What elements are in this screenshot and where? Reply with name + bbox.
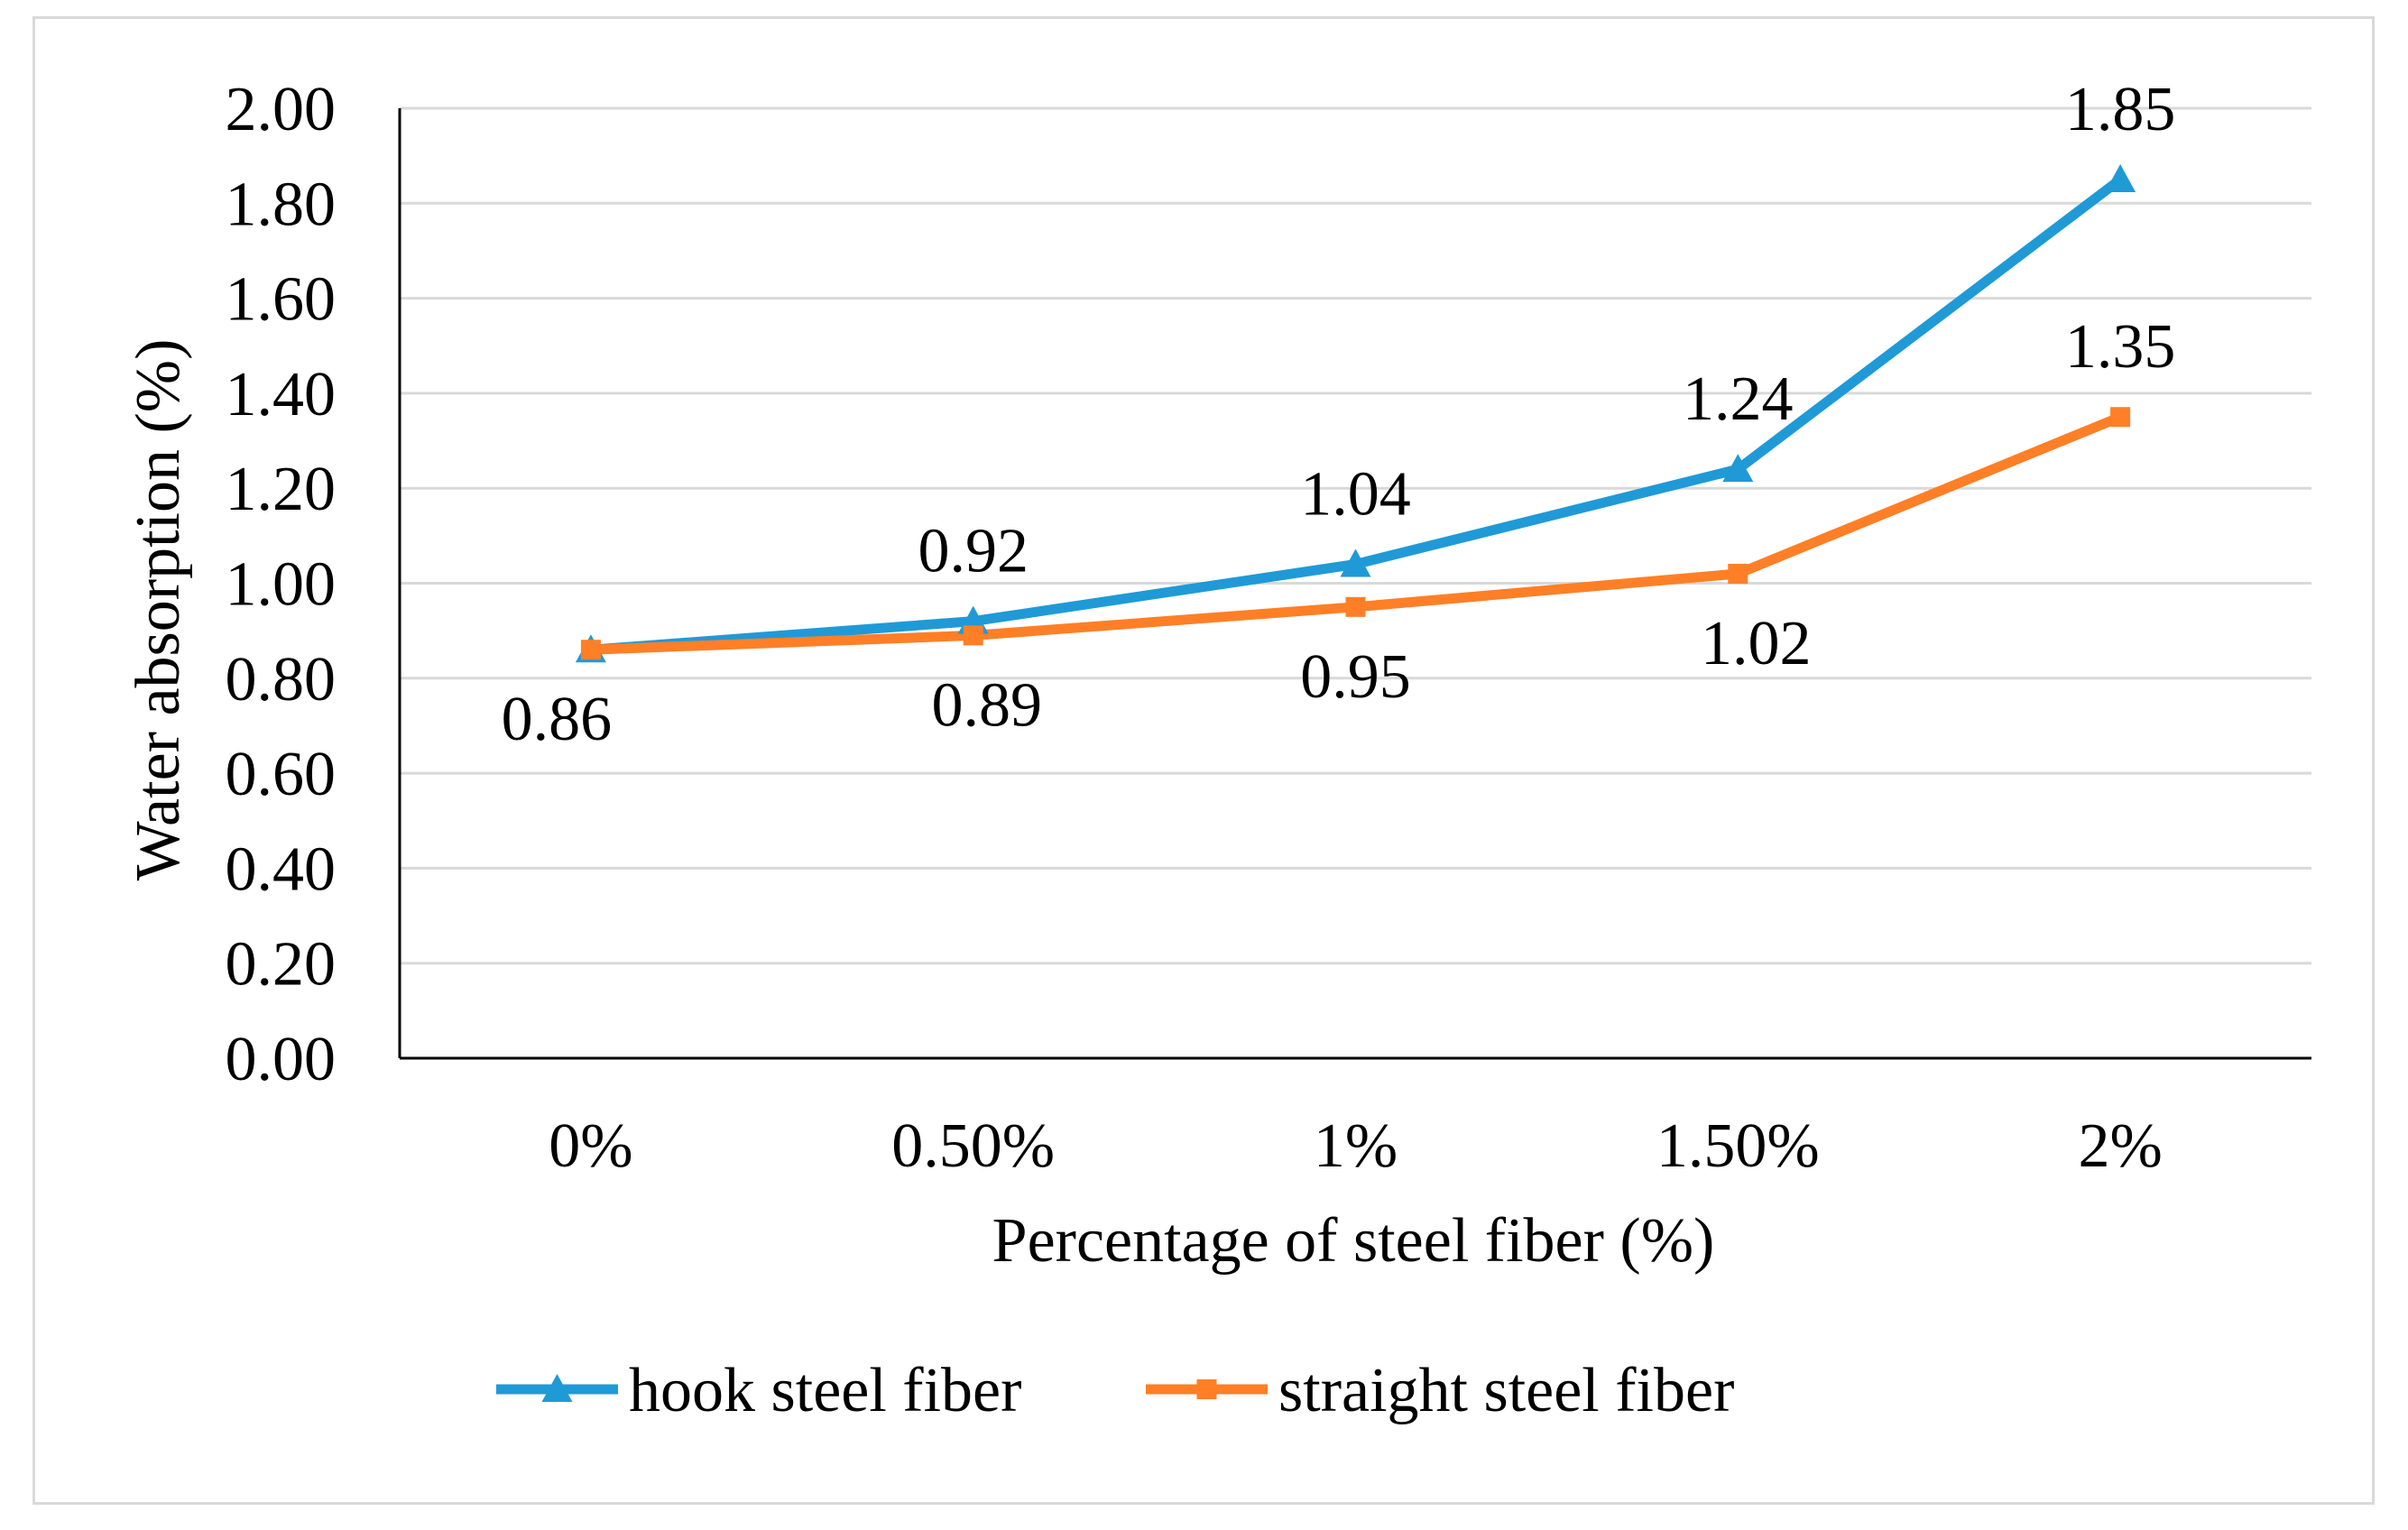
legend-marker xyxy=(541,1374,573,1402)
y-tick-label: 1.80 xyxy=(226,170,337,239)
x-tick-label: 0% xyxy=(549,1111,632,1181)
data-label: 0.92 xyxy=(918,517,1029,586)
gridlines xyxy=(400,106,2311,965)
data-labels: 0.92 1.04 1.24 1.85 0.86 0.89 0.95 1.02 1.35 xyxy=(502,75,2176,754)
data-point-marker xyxy=(963,625,983,646)
y-tick-label: 1.00 xyxy=(226,550,337,620)
y-tick-label: 0.80 xyxy=(226,645,337,714)
y-tick-label: 2.00 xyxy=(226,75,337,144)
y-tick-label: 1.60 xyxy=(226,265,337,335)
x-tick-label: 2% xyxy=(2078,1111,2162,1181)
data-label: 1.04 xyxy=(1300,459,1411,529)
y-tick-label: 0.20 xyxy=(226,930,337,1000)
y-tick-label: 0.00 xyxy=(226,1025,337,1094)
data-label: 1.02 xyxy=(1701,609,1812,678)
data-point-marker xyxy=(1340,548,1371,577)
series-layer xyxy=(575,163,2136,663)
y-tick-label: 1.20 xyxy=(226,455,337,524)
y-tick-label: 0.60 xyxy=(226,740,337,809)
data-label: 0.89 xyxy=(931,670,1042,740)
y-tick-label: 1.40 xyxy=(226,360,337,429)
data-point-marker xyxy=(2110,407,2131,428)
x-tick-label: 1.50% xyxy=(1656,1111,1820,1181)
legend-label: straight steel fiber xyxy=(1278,1356,1734,1425)
legend: hook steel fiber straight steel fiber xyxy=(496,1356,1734,1425)
data-label: 0.95 xyxy=(1300,642,1411,712)
y-axis-title: Water absorption (%) xyxy=(124,339,193,881)
data-point-marker xyxy=(1345,596,1366,617)
data-point-marker xyxy=(1722,454,1754,483)
legend-label: hook steel fiber xyxy=(629,1356,1021,1425)
legend-marker xyxy=(1196,1379,1217,1399)
y-tick-labels: 0.00 0.20 0.40 0.60 0.80 1.00 1.20 1.40 1.60 1.80… xyxy=(226,75,337,1094)
data-point-marker xyxy=(2105,163,2136,192)
data-label: 1.85 xyxy=(2065,75,2176,144)
chart-frame xyxy=(32,16,2375,1505)
data-point-marker xyxy=(1728,563,1748,584)
y-tick-label: 0.40 xyxy=(226,834,337,904)
x-tick-label: 0.50% xyxy=(891,1111,1055,1181)
data-label: 0.86 xyxy=(502,685,613,754)
x-tick-label: 1% xyxy=(1314,1111,1398,1181)
x-axis-title: Percentage of steel fiber (%) xyxy=(992,1206,1715,1276)
axes xyxy=(398,108,2311,1060)
data-label: 1.24 xyxy=(1683,364,1794,434)
data-label: 1.35 xyxy=(2065,312,2176,382)
x-tick-labels: 0% 0.50% 1% 1.50% 2% xyxy=(549,1111,2163,1181)
data-point-marker xyxy=(580,640,601,660)
series-line-0 xyxy=(590,175,2124,655)
